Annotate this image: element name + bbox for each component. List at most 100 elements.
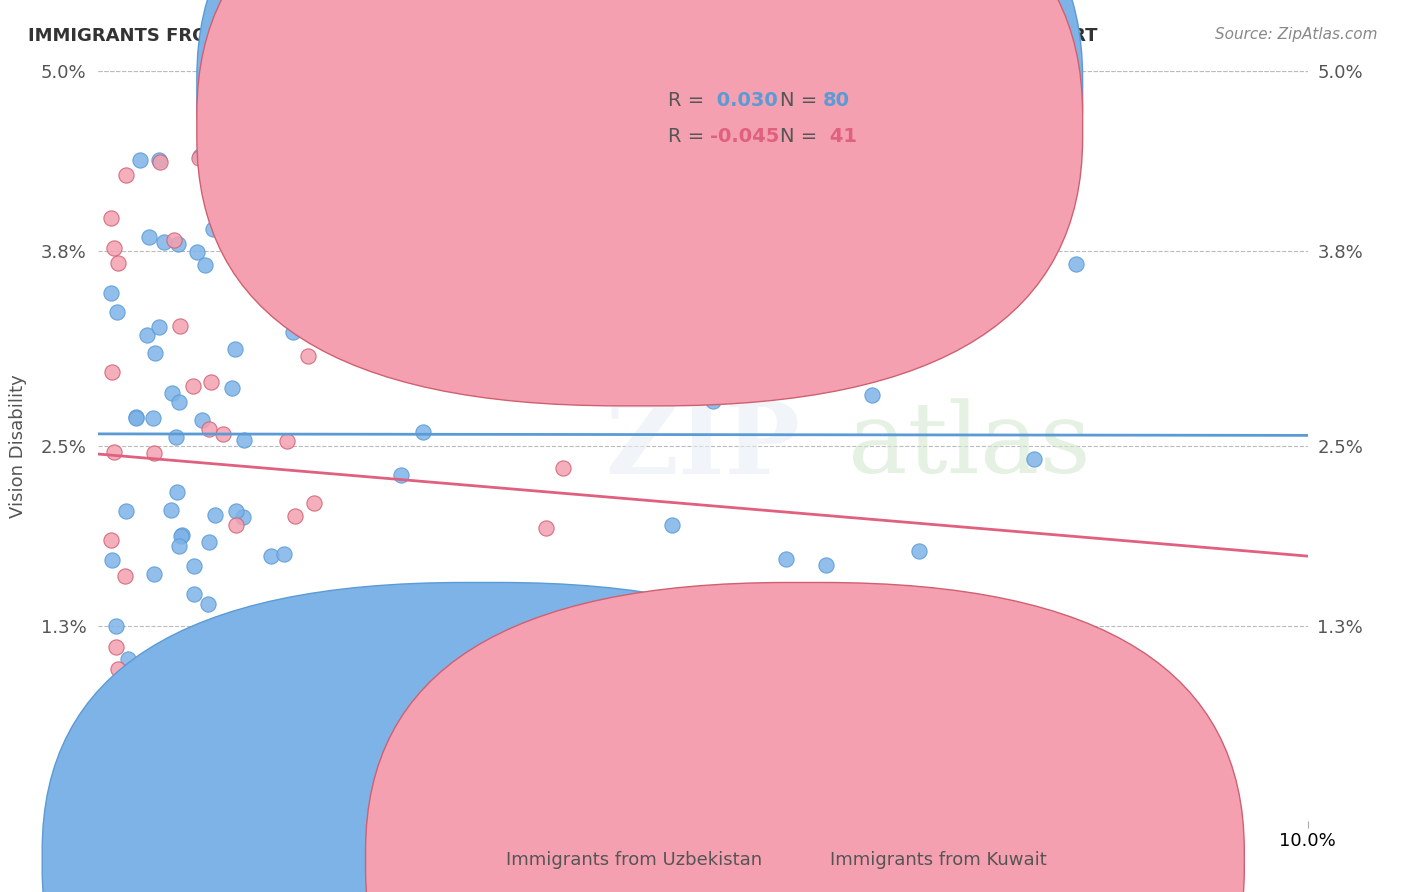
Point — [247, 632, 270, 646]
Point — [775, 552, 797, 566]
Point — [201, 222, 224, 236]
Point — [380, 197, 402, 211]
Point — [661, 518, 683, 533]
Point — [221, 381, 243, 395]
Point — [356, 321, 378, 335]
Point — [152, 235, 174, 249]
Point — [200, 375, 222, 389]
Point — [762, 227, 785, 242]
Point — [138, 230, 160, 244]
Point — [177, 710, 200, 724]
Point — [551, 461, 574, 475]
Point — [107, 662, 129, 676]
Point — [142, 566, 165, 581]
Point — [815, 558, 838, 572]
Point — [125, 411, 148, 425]
Point — [273, 547, 295, 561]
Point — [197, 535, 219, 549]
Point — [183, 379, 205, 393]
Point — [406, 268, 429, 283]
Point — [357, 657, 380, 672]
Point — [186, 244, 208, 259]
Text: 41: 41 — [823, 127, 856, 145]
Point — [100, 286, 122, 301]
Point — [165, 430, 187, 444]
Point — [1064, 257, 1087, 271]
Point — [142, 446, 165, 460]
Point — [486, 169, 509, 184]
Point — [117, 652, 139, 666]
Point — [361, 206, 384, 220]
Point — [101, 365, 124, 379]
Point — [159, 503, 181, 517]
Point — [302, 496, 325, 510]
Point — [167, 237, 190, 252]
Text: N =: N = — [780, 91, 824, 110]
Point — [139, 695, 162, 709]
Point — [198, 421, 221, 435]
Point — [225, 504, 247, 518]
Point — [194, 258, 217, 272]
Point — [105, 618, 128, 632]
Text: IMMIGRANTS FROM UZBEKISTAN VS IMMIGRANTS FROM KUWAIT VISION DISABILITY CORRELATI: IMMIGRANTS FROM UZBEKISTAN VS IMMIGRANTS… — [28, 27, 1098, 45]
Point — [148, 319, 170, 334]
Point — [342, 642, 364, 657]
Point — [101, 553, 124, 567]
Point — [224, 662, 246, 676]
Point — [908, 544, 931, 558]
Point — [129, 153, 152, 167]
Point — [389, 467, 412, 482]
Text: R =: R = — [668, 127, 710, 145]
Point — [125, 410, 148, 425]
Point — [603, 620, 626, 634]
Point — [114, 569, 136, 583]
Point — [148, 153, 170, 167]
Text: R =: R = — [668, 91, 710, 110]
Point — [104, 640, 127, 655]
Point — [224, 342, 246, 356]
Text: -0.045: -0.045 — [710, 127, 779, 145]
Point — [115, 168, 138, 182]
Point — [277, 143, 299, 157]
Point — [160, 386, 183, 401]
Point — [853, 336, 876, 351]
Point — [271, 186, 294, 200]
Point — [100, 211, 122, 225]
Point — [105, 305, 128, 319]
Point — [297, 349, 319, 363]
Point — [770, 706, 793, 721]
Point — [108, 704, 131, 718]
Point — [288, 288, 311, 302]
Point — [463, 733, 485, 747]
Point — [166, 485, 188, 500]
Point — [1024, 451, 1046, 466]
Point — [143, 345, 166, 359]
Text: 80: 80 — [823, 91, 849, 110]
Point — [183, 558, 205, 573]
Point — [232, 510, 254, 524]
Point — [191, 413, 214, 427]
Point — [783, 664, 806, 678]
Point — [229, 198, 252, 212]
Point — [142, 411, 165, 425]
Point — [412, 425, 434, 439]
Text: 0.030: 0.030 — [710, 91, 778, 110]
Text: Immigrants from Uzbekistan: Immigrants from Uzbekistan — [506, 851, 762, 869]
Text: Immigrants from Kuwait: Immigrants from Kuwait — [830, 851, 1046, 869]
Point — [187, 151, 209, 165]
Point — [274, 676, 297, 690]
Point — [100, 533, 122, 548]
Point — [188, 149, 211, 163]
Point — [107, 255, 129, 269]
Point — [253, 617, 276, 632]
Point — [860, 388, 883, 402]
Point — [813, 174, 835, 188]
Point — [225, 517, 247, 532]
Point — [702, 393, 724, 408]
Point — [747, 333, 769, 347]
Point — [396, 312, 419, 326]
Point — [676, 326, 699, 340]
Point — [301, 640, 323, 654]
Point — [204, 508, 226, 522]
Text: atlas: atlas — [848, 398, 1091, 494]
